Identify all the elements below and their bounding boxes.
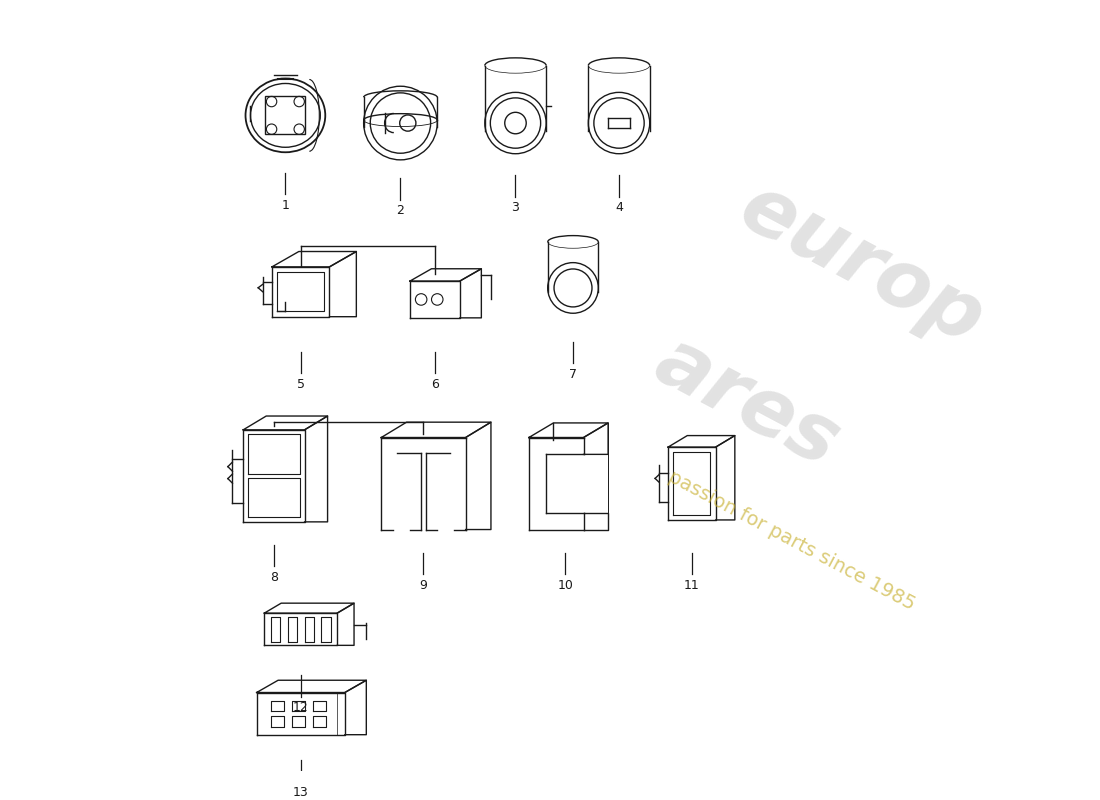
Text: 2: 2 [396,204,405,218]
Text: 3: 3 [512,202,519,214]
Text: ares: ares [642,322,852,483]
Text: europ: europ [726,169,997,362]
Text: 1: 1 [282,199,289,212]
Text: 10: 10 [558,578,573,592]
Text: 11: 11 [684,578,700,592]
Text: 6: 6 [431,378,439,390]
Text: 8: 8 [270,571,278,584]
Text: 5: 5 [297,378,305,390]
Text: 4: 4 [615,202,623,214]
Text: 9: 9 [419,578,428,592]
Bar [265,97,306,134]
Text: 7: 7 [569,368,578,381]
Text: 12: 12 [293,702,309,714]
Text: passion for parts since 1985: passion for parts since 1985 [666,468,918,614]
Text: 13: 13 [293,786,309,798]
